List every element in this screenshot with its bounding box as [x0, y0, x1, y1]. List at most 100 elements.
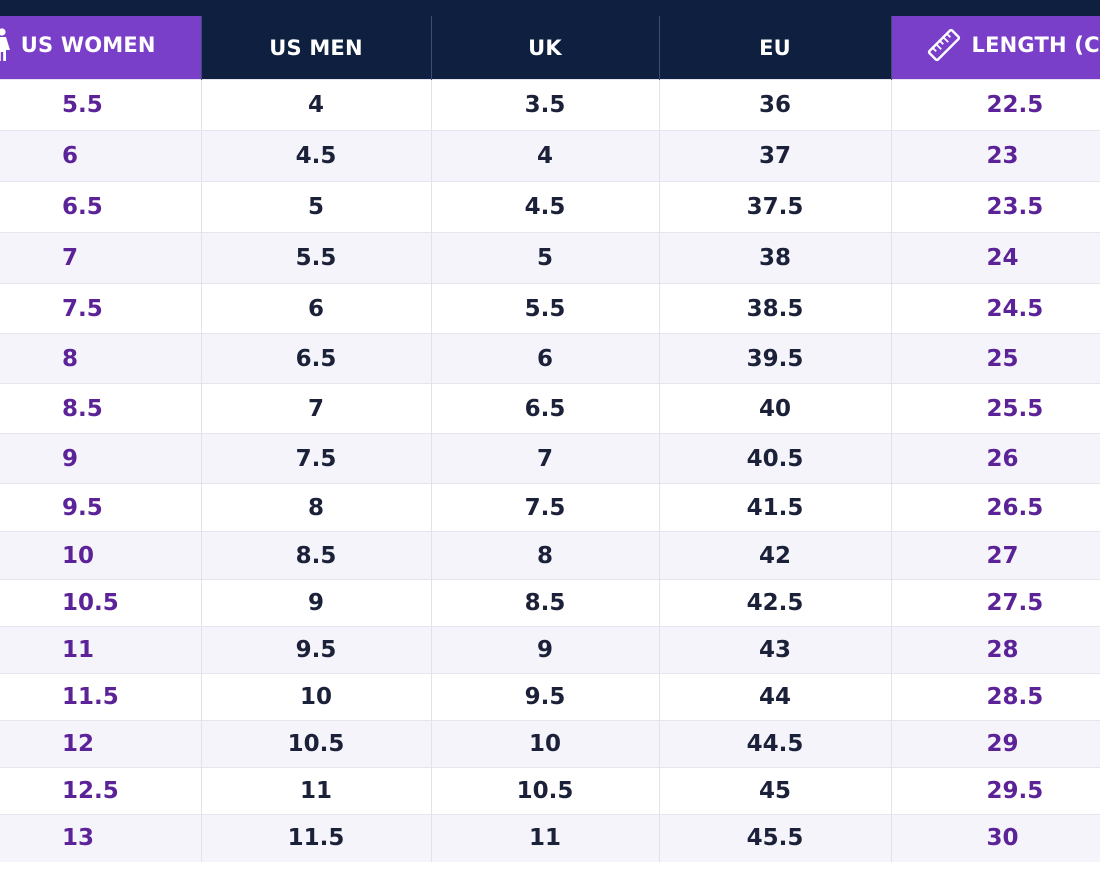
table-row: 8.5 7 6.5 40 25.5: [0, 383, 1100, 434]
cell-eu: 44.5: [658, 720, 891, 768]
header-uk-label: UK: [528, 35, 562, 60]
cell-uk: 10: [430, 720, 659, 768]
table-row: 6.5 5 4.5 37.5 23.5: [0, 181, 1100, 233]
cell-us-women: 7: [0, 232, 201, 284]
table-body: 5.5 4 3.5 36 22.5 6 4.5 4 37 23 6.5 5 4.5 37.5 23.5 7 5.…: [0, 79, 1100, 862]
cell-us-women: 5.5: [0, 79, 201, 131]
cell-us-men: 9: [200, 579, 431, 627]
cell-us-men: 4: [200, 79, 431, 131]
cell-us-women: 9: [0, 433, 201, 484]
cell-length-cm: 22.5: [890, 79, 1100, 131]
cell-us-women: 13: [0, 814, 201, 862]
cell-uk: 7.5: [430, 483, 659, 532]
table-row: 11 9.5 9 43 28: [0, 626, 1100, 674]
cell-eu: 44: [658, 673, 891, 721]
cell-uk: 10.5: [430, 767, 659, 815]
cell-us-women: 10.5: [0, 579, 201, 627]
cell-eu: 36: [658, 79, 891, 131]
cell-eu: 37.5: [658, 181, 891, 233]
cell-us-women: 8.5: [0, 383, 201, 434]
cell-us-women: 8: [0, 333, 201, 384]
cell-us-women: 10: [0, 531, 201, 580]
cell-eu: 40: [658, 383, 891, 434]
cell-us-women: 9.5: [0, 483, 201, 532]
cell-us-men: 11.5: [200, 814, 431, 862]
cell-length-cm: 30: [890, 814, 1100, 862]
cell-eu: 43: [658, 626, 891, 674]
cell-length-cm: 25: [890, 333, 1100, 384]
cell-length-cm: 26.5: [890, 483, 1100, 532]
cell-eu: 45: [658, 767, 891, 815]
cell-length-cm: 23: [890, 130, 1100, 182]
cell-length-cm: 28.5: [890, 673, 1100, 721]
cell-us-women: 11: [0, 626, 201, 674]
cell-uk: 11: [430, 814, 659, 862]
cell-uk: 8.5: [430, 579, 659, 627]
cell-length-cm: 28: [890, 626, 1100, 674]
table-row: 11.5 10 9.5 44 28.5: [0, 673, 1100, 721]
cell-eu: 41.5: [658, 483, 891, 532]
cell-uk: 6: [430, 333, 659, 384]
header-us-men: US MEN: [200, 16, 431, 80]
cell-us-men: 8.5: [200, 531, 431, 580]
cell-length-cm: 24: [890, 232, 1100, 284]
header-us-women: US WOMEN: [0, 16, 201, 80]
cell-us-men: 7: [200, 383, 431, 434]
cell-uk: 8: [430, 531, 659, 580]
cell-eu: 38: [658, 232, 891, 284]
cell-us-men: 6: [200, 283, 431, 334]
cell-length-cm: 27.5: [890, 579, 1100, 627]
header-eu-label: EU: [759, 35, 791, 60]
cell-uk: 9.5: [430, 673, 659, 721]
cell-length-cm: 23.5: [890, 181, 1100, 233]
cell-us-women: 11.5: [0, 673, 201, 721]
header-length-cm-label: LENGTH (CM): [971, 33, 1100, 57]
cell-eu: 42.5: [658, 579, 891, 627]
cell-eu: 42: [658, 531, 891, 580]
cell-uk: 7: [430, 433, 659, 484]
cell-uk: 4: [430, 130, 659, 182]
cell-uk: 4.5: [430, 181, 659, 233]
table-row: 12.5 11 10.5 45 29.5: [0, 767, 1100, 815]
header-eu: EU: [658, 16, 891, 80]
cell-us-men: 4.5: [200, 130, 431, 182]
cell-length-cm: 29: [890, 720, 1100, 768]
cell-eu: 39.5: [658, 333, 891, 384]
cell-uk: 9: [430, 626, 659, 674]
ruler-icon: [926, 27, 962, 63]
header-us-men-label: US MEN: [269, 35, 363, 60]
cell-us-men: 10: [200, 673, 431, 721]
cell-us-men: 8: [200, 483, 431, 532]
cell-length-cm: 25.5: [890, 383, 1100, 434]
woman-icon: [0, 28, 11, 62]
table-row: 9 7.5 7 40.5 26: [0, 433, 1100, 484]
cell-uk: 6.5: [430, 383, 659, 434]
table-row: 9.5 8 7.5 41.5 26.5: [0, 483, 1100, 532]
cell-us-men: 5: [200, 181, 431, 233]
table-row: 10 8.5 8 42 27: [0, 531, 1100, 580]
table-row: 13 11.5 11 45.5 30: [0, 814, 1100, 862]
header-us-women-label: US WOMEN: [20, 33, 156, 57]
cell-uk: 3.5: [430, 79, 659, 131]
cell-us-women: 12: [0, 720, 201, 768]
cell-eu: 40.5: [658, 433, 891, 484]
cell-us-women: 7.5: [0, 283, 201, 334]
cell-eu: 38.5: [658, 283, 891, 334]
table-row: 6 4.5 4 37 23: [0, 130, 1100, 182]
cell-us-men: 9.5: [200, 626, 431, 674]
cell-eu: 37: [658, 130, 891, 182]
table-row: 12 10.5 10 44.5 29: [0, 720, 1100, 768]
size-chart-table: US WOMEN US MEN UK EU: [0, 16, 1100, 862]
cell-us-women: 6: [0, 130, 201, 182]
header-uk: UK: [430, 16, 659, 80]
cell-us-men: 10.5: [200, 720, 431, 768]
table-row: 7 5.5 5 38 24: [0, 232, 1100, 284]
cell-uk: 5: [430, 232, 659, 284]
top-band: [0, 0, 1100, 16]
cell-length-cm: 24.5: [890, 283, 1100, 334]
cell-length-cm: 29.5: [890, 767, 1100, 815]
header-length-cm: LENGTH (CM): [890, 16, 1100, 80]
cell-us-women: 12.5: [0, 767, 201, 815]
table-row: 5.5 4 3.5 36 22.5: [0, 79, 1100, 131]
table-header: US WOMEN US MEN UK EU: [0, 16, 1100, 80]
